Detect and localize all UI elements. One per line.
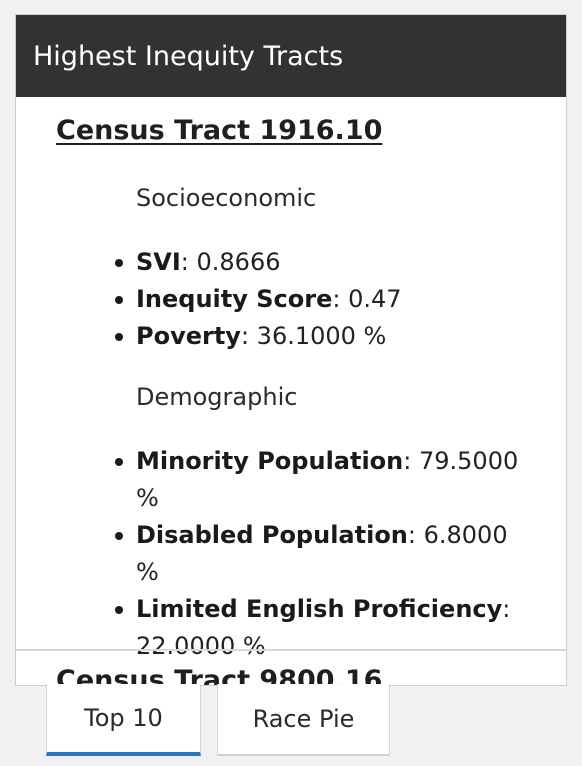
list-item: Disabled Population: 6.8000 % (115, 517, 536, 591)
list-item: SVI: 0.8666 (115, 244, 536, 281)
attr-value: : 36.1000 % (240, 322, 387, 350)
panel-title: Highest Inequity Tracts (33, 40, 344, 72)
attr-label: Minority Population (136, 447, 404, 475)
attr-label: SVI (136, 248, 181, 276)
attr-label: Poverty (136, 322, 241, 350)
list-item: Poverty: 36.1000 % (115, 318, 536, 355)
socioeconomic-list: SVI: 0.8666 Inequity Score: 0.47 Poverty… (56, 244, 566, 355)
attr-value: : 6.8000 % (136, 521, 508, 586)
attr-value: : 0.8666 (180, 248, 281, 276)
attr-value: : 22.0000 % (136, 595, 511, 660)
tab-race-pie[interactable]: Race Pie (217, 684, 390, 756)
attr-value: : 79.5000 % (136, 447, 519, 512)
next-tract-title-link[interactable]: Census Tract 9800.16 (56, 665, 383, 685)
tract-title-link[interactable]: Census Tract 1916.10 (56, 115, 383, 146)
tract-card: Census Tract 1916.10 Socioeconomic SVI: … (16, 97, 566, 665)
demographic-heading: Demographic (136, 383, 298, 411)
panel-header: Highest Inequity Tracts (16, 15, 566, 97)
list-item: Inequity Score: 0.47 (115, 281, 536, 318)
list-item: Limited English Proficiency: 22.0000 % (115, 591, 536, 665)
attr-label: Inequity Score (136, 285, 333, 313)
tab-top-10[interactable]: Top 10 (46, 684, 201, 756)
tract-list[interactable]: Census Tract 1916.10 Socioeconomic SVI: … (16, 97, 566, 685)
socioeconomic-heading: Socioeconomic (136, 184, 317, 212)
attr-label: Disabled Population (136, 521, 408, 549)
attr-label: Limited English Proficiency (136, 595, 503, 623)
tab-bar: Top 10 Race Pie (46, 684, 390, 756)
inequity-panel: Highest Inequity Tracts Census Tract 191… (15, 14, 567, 686)
attr-value: : 0.47 (332, 285, 402, 313)
list-item: Minority Population: 79.5000 % (115, 443, 536, 517)
tract-divider (16, 649, 566, 651)
demographic-list: Minority Population: 79.5000 % Disabled … (56, 443, 566, 665)
